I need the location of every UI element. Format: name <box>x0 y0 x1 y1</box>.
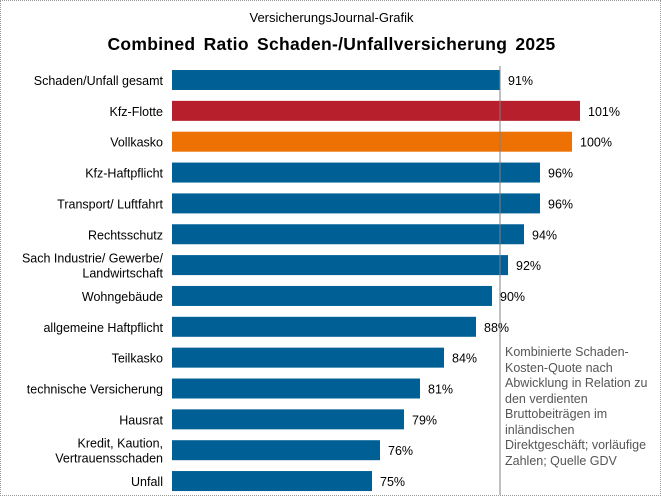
category-label-line: Vollkasko <box>110 136 163 150</box>
bar <box>172 255 508 276</box>
bar <box>172 471 372 492</box>
bar <box>172 193 540 214</box>
category-label: Hausrat <box>119 413 163 427</box>
chart-subtitle: VersicherungsJournal-Grafik <box>249 10 414 25</box>
value-label: 90% <box>500 290 525 304</box>
bar <box>172 131 572 152</box>
category-label-line: Unfall <box>131 475 163 489</box>
chart-title: Combined Ratio Schaden-/Unfallversicheru… <box>107 34 556 54</box>
value-label: 84% <box>452 352 477 366</box>
category-label: Kfz-Haftpflicht <box>85 167 163 181</box>
category-label-line: Transport/ Luftfahrt <box>57 197 163 211</box>
value-label: 81% <box>428 383 453 397</box>
category-label: technische Versicherung <box>27 383 163 397</box>
value-label: 76% <box>388 444 413 458</box>
bar <box>172 409 404 430</box>
category-label: Rechtsschutz <box>88 228 163 242</box>
category-label: Transport/ Luftfahrt <box>57 197 163 211</box>
category-label-line: Wohngebäude <box>82 290 163 304</box>
category-label-line: Schaden/Unfall gesamt <box>34 74 164 88</box>
value-label: 101% <box>588 105 620 119</box>
value-label: 100% <box>580 136 612 150</box>
category-label-line: Vertrauensschaden <box>55 452 163 466</box>
category-label: Wohngebäude <box>82 290 163 304</box>
category-label: Sach Industrie/ Gewerbe/Landwirtschaft <box>22 252 164 281</box>
bar <box>172 224 524 245</box>
bar <box>172 285 492 306</box>
category-label: allgemeine Haftpflicht <box>43 321 163 335</box>
category-label: Kredit, Kaution, Vertrauensschaden <box>55 437 163 466</box>
bar <box>172 440 380 461</box>
value-label: 94% <box>532 228 557 242</box>
category-label-line: allgemeine Haftpflicht <box>43 321 163 335</box>
value-label: 79% <box>412 413 437 427</box>
category-label-line: Teilkasko <box>112 352 163 366</box>
category-label-line: Sach Industrie/ Gewerbe/ <box>22 252 164 266</box>
category-label-line: Kfz-Flotte <box>110 105 164 119</box>
bar <box>172 347 444 368</box>
bar <box>172 378 420 399</box>
category-label-line: Hausrat <box>119 413 163 427</box>
category-label-line: Kfz-Haftpflicht <box>85 167 163 181</box>
category-label: Vollkasko <box>110 136 163 150</box>
category-label: Kfz-Flotte <box>110 105 164 119</box>
category-label: Unfall <box>131 475 163 489</box>
bar <box>172 316 476 337</box>
value-label: 96% <box>548 167 573 181</box>
category-label: Schaden/Unfall gesamt <box>34 74 164 88</box>
category-label: Teilkasko <box>112 352 163 366</box>
category-label-line: Kredit, Kaution, <box>78 437 163 451</box>
chart-annotation: Kombinierte Schaden-Kosten-Quote nach Ab… <box>505 345 648 468</box>
category-label-line: Landwirtschaft <box>82 267 163 281</box>
bar <box>172 70 500 90</box>
value-label: 75% <box>380 475 405 489</box>
bar <box>172 100 580 121</box>
bar <box>172 162 540 183</box>
value-label: 88% <box>484 321 509 335</box>
value-label: 92% <box>516 259 541 273</box>
value-label: 96% <box>548 197 573 211</box>
category-label-line: technische Versicherung <box>27 383 163 397</box>
category-label-line: Rechtsschutz <box>88 228 163 242</box>
value-label: 91% <box>508 74 533 88</box>
